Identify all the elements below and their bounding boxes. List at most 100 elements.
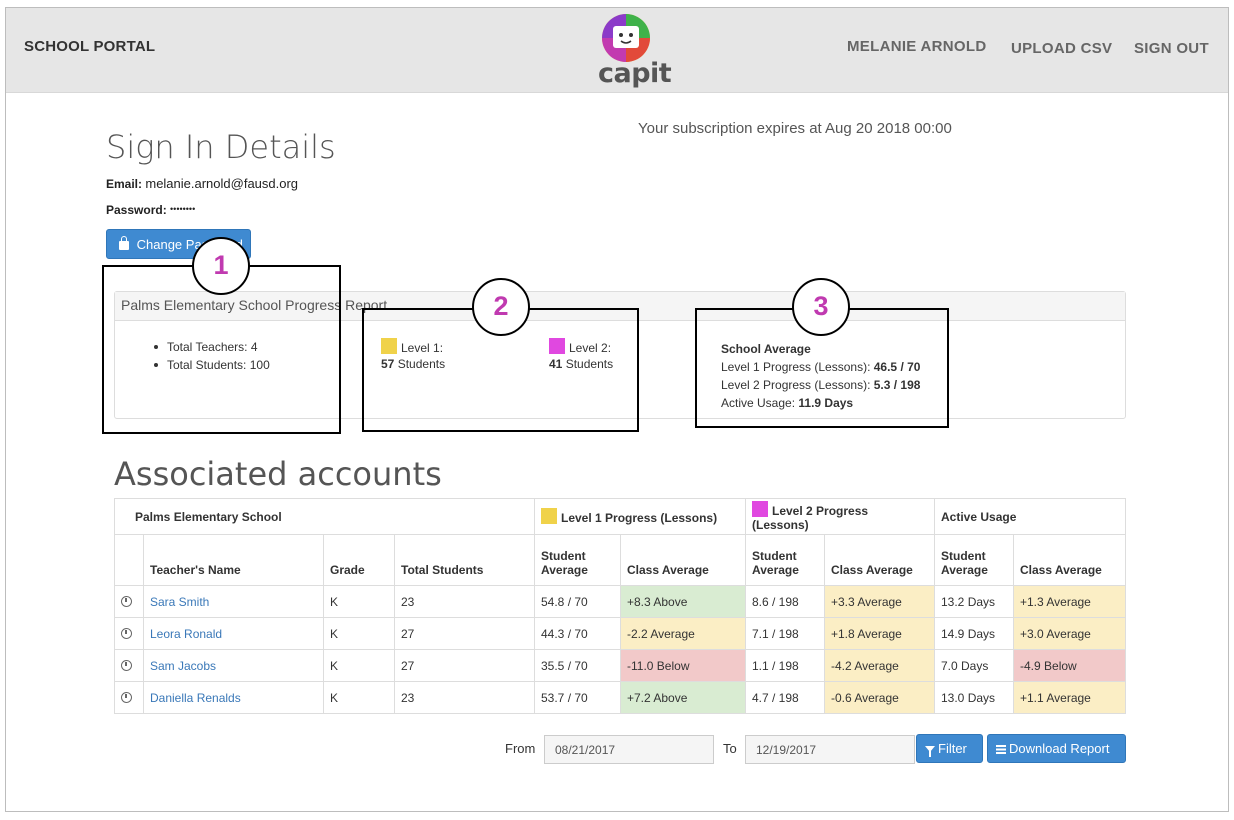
list-icon: [996, 745, 1006, 754]
annotation-number-1: 1: [192, 237, 250, 295]
level2-summary: Level 2: 41 Students: [549, 338, 613, 371]
teacher-name-cell: Leora Ronald: [143, 617, 324, 650]
l1-class-average-cell: +7.2 Above: [620, 681, 746, 714]
download-report-button[interactable]: Download Report: [987, 734, 1126, 763]
logo-wordmark: capit: [598, 58, 672, 89]
usage-class-average-cell: +1.3 Average: [1013, 585, 1126, 618]
subscription-notice: Your subscription expires at Aug 20 2018…: [638, 120, 952, 137]
school-average-title: School Average: [721, 342, 811, 356]
l2-progress-label: Level 2 Progress (Lessons):: [721, 378, 871, 392]
total-students: Total Students: 100: [153, 356, 270, 374]
table-row: Daniella Renalds K 23 53.7 / 70 +7.2 Above 4.…: [114, 681, 1126, 714]
row-info-cell: [114, 649, 144, 682]
l1-class-average-cell: +8.3 Above: [620, 585, 746, 618]
usage-student-average-cell: 13.0 Days: [934, 681, 1014, 714]
l1-class-average-cell: -2.2 Average: [620, 617, 746, 650]
l2-student-average-cell: 8.6 / 198: [745, 585, 825, 618]
totals-list: Total Teachers: 4 Total Students: 100: [153, 338, 270, 374]
teacher-name-link[interactable]: Sam Jacobs: [150, 658, 217, 673]
l1-student-average-cell: 54.8 / 70: [534, 585, 621, 618]
level2-label: Level 2:: [569, 341, 612, 355]
accounts-table: Palms Elementary School Level 1 Progress…: [114, 498, 1126, 714]
l1-student-average-cell: 44.3 / 70: [534, 617, 621, 650]
l2-class-average-cell: -4.2 Average: [824, 649, 935, 682]
total-students-cell: 27: [394, 649, 535, 682]
to-date-input[interactable]: [745, 735, 915, 764]
usage-group-header: Active Usage: [934, 498, 1126, 535]
nav-user-name[interactable]: MELANIE ARNOLD: [847, 38, 987, 55]
usage-student-average-header[interactable]: Student Average: [934, 534, 1014, 586]
table-row: Sara Smith K 23 54.8 / 70 +8.3 Above 8.6 / 19…: [114, 585, 1126, 618]
school-average: School Average Level 1 Progress (Lessons…: [721, 340, 920, 412]
info-icon[interactable]: [121, 627, 132, 639]
level1-group-label: Level 1 Progress (Lessons): [561, 511, 718, 525]
school-name-header: Palms Elementary School: [114, 498, 535, 535]
nav-upload-csv[interactable]: UPLOAD CSV: [1011, 40, 1113, 57]
level1-label: Level 1:: [401, 341, 444, 355]
table-row: Leora Ronald K 27 44.3 / 70 -2.2 Average 7.1 …: [114, 617, 1126, 650]
filter-label: Filter: [938, 741, 967, 756]
download-label: Download Report: [1009, 741, 1110, 756]
email-value: melanie.arnold@fausd.org: [145, 176, 299, 191]
level2-group-header: Level 2 Progress (Lessons): [745, 498, 935, 535]
brand-title[interactable]: SCHOOL PORTAL: [24, 38, 156, 55]
annotation-number-3: 3: [792, 278, 850, 336]
grade-header[interactable]: Grade: [323, 534, 395, 586]
l1-student-average-cell: 53.7 / 70: [534, 681, 621, 714]
page-frame: SCHOOL PORTAL capit MELANIE ARNOLD UPLOA…: [5, 7, 1229, 812]
total-teachers: Total Teachers: 4: [153, 338, 270, 356]
total-students-header[interactable]: Total Students: [394, 534, 535, 586]
row-info-cell: [114, 585, 144, 618]
l1-student-average-header[interactable]: Student Average: [534, 534, 621, 586]
level1-group-swatch: [541, 508, 557, 524]
lock-icon: [119, 236, 129, 250]
teacher-name-link[interactable]: Daniella Renalds: [150, 690, 241, 705]
usage-class-average-cell: +3.0 Average: [1013, 617, 1126, 650]
total-students-cell: 23: [394, 585, 535, 618]
teacher-name-link[interactable]: Leora Ronald: [150, 626, 223, 641]
capit-logo[interactable]: capit: [592, 12, 672, 89]
l2-student-average-cell: 4.7 / 198: [745, 681, 825, 714]
nav-sign-out[interactable]: SIGN OUT: [1134, 40, 1209, 57]
l2-class-average-cell: +3.3 Average: [824, 585, 935, 618]
email-row: Email: melanie.arnold@fausd.org: [106, 176, 298, 191]
annotation-number-2: 2: [472, 278, 530, 336]
row-info-cell: [114, 681, 144, 714]
total-students-cell: 27: [394, 617, 535, 650]
l2-class-average-cell: -0.6 Average: [824, 681, 935, 714]
level1-summary: Level 1: 57 Students: [381, 338, 445, 371]
usage-student-average-cell: 7.0 Days: [934, 649, 1014, 682]
teacher-name-cell: Daniella Renalds: [143, 681, 324, 714]
teacher-name-cell: Sam Jacobs: [143, 649, 324, 682]
l2-class-average-cell: +1.8 Average: [824, 617, 935, 650]
usage-student-average-cell: 13.2 Days: [934, 585, 1014, 618]
l1-class-average-header[interactable]: Class Average: [620, 534, 746, 586]
l1-progress-value: 46.5 / 70: [873, 360, 921, 374]
table-header-row: Teacher's Name Grade Total Students Stud…: [114, 534, 1126, 586]
teacher-name-header[interactable]: Teacher's Name: [143, 534, 324, 586]
from-date-input[interactable]: [544, 735, 714, 764]
info-icon[interactable]: [121, 691, 132, 703]
filter-button[interactable]: Filter: [916, 734, 983, 763]
teacher-name-link[interactable]: Sara Smith: [150, 594, 210, 609]
level2-swatch: [549, 338, 565, 354]
l2-student-average-header[interactable]: Student Average: [745, 534, 825, 586]
info-icon[interactable]: [121, 595, 132, 607]
filter-icon: [925, 746, 935, 757]
level2-suffix: Students: [565, 357, 614, 371]
password-value: ••••••••: [170, 204, 196, 214]
usage-class-average-cell: -4.9 Below: [1013, 649, 1126, 682]
level1-count: 57: [381, 357, 395, 371]
level1-group-header: Level 1 Progress (Lessons): [534, 498, 746, 535]
level1-suffix: Students: [397, 357, 446, 371]
usage-class-average-header[interactable]: Class Average: [1013, 534, 1126, 586]
from-label: From: [505, 741, 536, 756]
l2-class-average-header[interactable]: Class Average: [824, 534, 935, 586]
total-students-cell: 23: [394, 681, 535, 714]
usage-label: Active Usage:: [721, 396, 796, 410]
l2-progress-value: 5.3 / 198: [873, 378, 921, 392]
logo-icon: [602, 14, 650, 62]
grade-cell: K: [323, 649, 395, 682]
info-icon[interactable]: [121, 659, 132, 671]
signin-title: Sign In Details: [106, 128, 336, 166]
